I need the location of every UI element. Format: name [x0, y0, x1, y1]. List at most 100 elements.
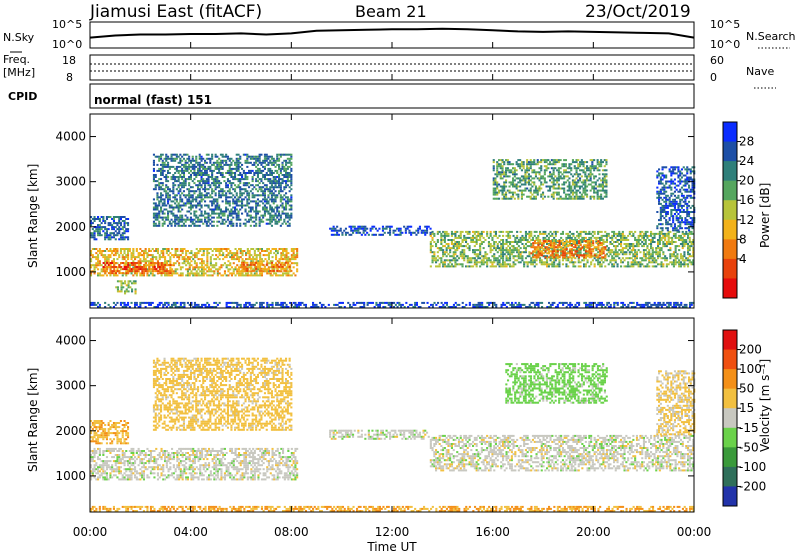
cell-5 — [239, 188, 242, 191]
cell-8 — [600, 252, 603, 255]
cell-0 — [97, 260, 100, 263]
cell-5 — [263, 196, 266, 199]
cell-7 — [627, 257, 630, 260]
cell-5 — [260, 214, 263, 217]
cell-9 — [515, 187, 518, 190]
cell-7 — [447, 243, 450, 245]
cell-5 — [239, 224, 242, 227]
cell-5 — [255, 165, 258, 168]
cell-5 — [207, 188, 210, 191]
cell-5 — [191, 165, 194, 168]
cell-5 — [241, 167, 244, 170]
cell-5 — [255, 204, 258, 207]
cell-5 — [234, 188, 237, 191]
cell-0 — [125, 254, 128, 257]
cell-2 — [244, 265, 247, 268]
cell-7 — [681, 259, 684, 262]
cell-5 — [234, 208, 237, 211]
cell-7 — [613, 232, 616, 235]
cell-7 — [542, 263, 545, 266]
cell-5 — [285, 196, 288, 199]
cell-4 — [119, 218, 122, 220]
cell-3 — [116, 280, 119, 283]
cell-7 — [519, 236, 522, 239]
cell-7 — [510, 251, 513, 254]
cell-5 — [207, 184, 210, 187]
cell-4 — [91, 222, 94, 225]
cell-5 — [161, 182, 164, 185]
cell-7 — [530, 257, 533, 260]
cell-7 — [502, 239, 505, 241]
cell-7 — [505, 255, 508, 258]
cell-7 — [560, 253, 563, 256]
cell-7 — [653, 234, 656, 237]
cell-5 — [161, 153, 164, 156]
cell-9 — [499, 171, 502, 174]
cell-7 — [635, 263, 638, 266]
cell-5 — [160, 206, 163, 209]
cell-9 — [498, 197, 501, 200]
cell-0 — [107, 258, 110, 261]
cell-5 — [267, 169, 270, 172]
cell-7 — [678, 245, 681, 248]
cell-7 — [461, 245, 464, 248]
cell-9 — [513, 197, 516, 200]
cell-5 — [223, 222, 226, 225]
cell-0 — [230, 272, 233, 275]
cell-8 — [586, 242, 589, 245]
cell-5 — [281, 210, 284, 213]
cell-8 — [572, 254, 575, 257]
cell-5 — [251, 220, 254, 223]
cell-5 — [258, 200, 261, 203]
cell-5 — [263, 178, 266, 181]
cell-0 — [98, 248, 101, 250]
cell-5 — [163, 198, 166, 201]
cell-0 — [222, 252, 225, 255]
cell-5 — [290, 167, 293, 170]
cell-7 — [551, 232, 554, 235]
cell-7 — [530, 259, 533, 262]
cell-0 — [165, 268, 168, 271]
cell-9 — [520, 165, 523, 168]
cell-0 — [149, 260, 152, 263]
cell-5 — [177, 165, 180, 168]
cell-5 — [226, 155, 229, 158]
cell-5 — [288, 218, 291, 221]
cell-8 — [604, 254, 607, 257]
cell-1 — [136, 266, 139, 268]
cell-1 — [114, 270, 117, 273]
cell-7 — [690, 230, 693, 233]
cell-5 — [182, 194, 185, 197]
cell-8 — [541, 244, 544, 247]
cell-5 — [209, 157, 212, 160]
cell-7 — [672, 251, 675, 254]
cell-7 — [449, 249, 452, 252]
cell-8 — [567, 256, 570, 259]
cell-5 — [197, 161, 200, 164]
cell-7 — [628, 253, 631, 256]
cell-7 — [468, 230, 471, 233]
cell-8 — [579, 244, 582, 247]
cell-0 — [292, 262, 295, 265]
cell-7 — [466, 236, 469, 239]
cell-5 — [225, 184, 228, 187]
cell-6 — [408, 225, 411, 228]
cell-5 — [274, 220, 277, 223]
cell-7 — [507, 230, 510, 233]
cell-7 — [443, 232, 446, 235]
cell-5 — [158, 155, 161, 158]
cell-5 — [197, 204, 200, 207]
cell-5 — [270, 210, 273, 213]
cell-7 — [519, 230, 522, 233]
cell-4 — [118, 228, 121, 231]
cell-5 — [260, 186, 263, 189]
cell-7 — [544, 230, 547, 233]
cell-7 — [565, 236, 568, 239]
cell-0 — [174, 250, 177, 252]
cell-5 — [251, 169, 254, 172]
cell-5 — [267, 163, 270, 166]
cell-0 — [167, 248, 170, 250]
cell-7 — [521, 236, 524, 239]
cell-5 — [246, 198, 249, 201]
cell-0 — [209, 256, 212, 259]
